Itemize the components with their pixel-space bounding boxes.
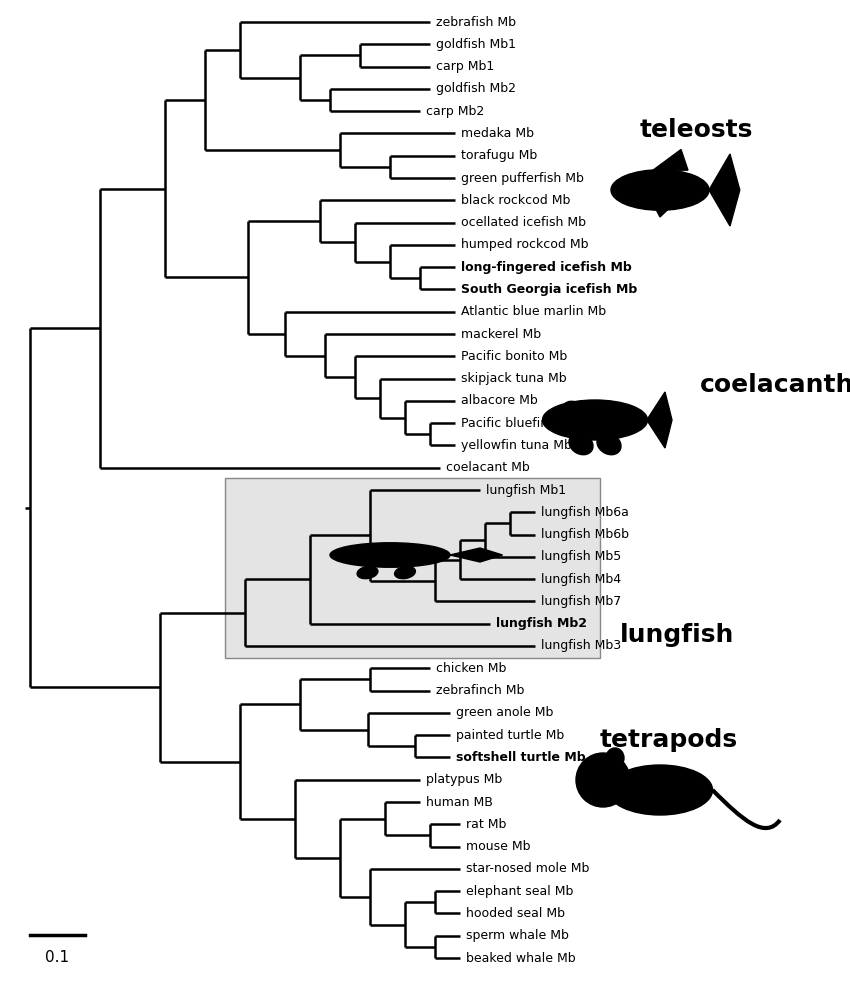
Text: tetrapods: tetrapods	[600, 728, 738, 752]
Text: 0.1: 0.1	[45, 950, 70, 965]
Text: humped rockcod Mb: humped rockcod Mb	[461, 239, 588, 251]
Ellipse shape	[330, 543, 450, 568]
PathPatch shape	[450, 548, 502, 562]
Text: lungfish Mb3: lungfish Mb3	[541, 639, 621, 652]
Text: beaked whale Mb: beaked whale Mb	[466, 952, 575, 964]
Text: painted turtle Mb: painted turtle Mb	[456, 729, 564, 741]
PathPatch shape	[653, 149, 688, 170]
Text: Pacific bluefin tuna Mb: Pacific bluefin tuna Mb	[461, 416, 604, 430]
Text: elephant seal Mb: elephant seal Mb	[466, 885, 574, 898]
Text: mackerel Mb: mackerel Mb	[461, 328, 541, 341]
Text: medaka Mb: medaka Mb	[461, 127, 534, 139]
Circle shape	[576, 753, 630, 807]
Text: human MB: human MB	[426, 795, 493, 808]
Text: lungfish Mb5: lungfish Mb5	[541, 550, 621, 564]
Ellipse shape	[606, 748, 624, 768]
Text: yellowfin tuna Mb: yellowfin tuna Mb	[461, 439, 572, 452]
Text: torafugu Mb: torafugu Mb	[461, 149, 537, 162]
Ellipse shape	[597, 402, 621, 422]
Text: chicken Mb: chicken Mb	[436, 662, 507, 675]
Text: lungfish: lungfish	[620, 623, 734, 647]
Text: platypus Mb: platypus Mb	[426, 773, 502, 787]
Text: Atlantic blue marlin Mb: Atlantic blue marlin Mb	[461, 305, 606, 318]
Text: lungfish Mb7: lungfish Mb7	[541, 595, 621, 608]
Text: lungfish Mb2: lungfish Mb2	[496, 618, 587, 630]
Text: albacore Mb: albacore Mb	[461, 395, 538, 408]
Text: coelacant Mb: coelacant Mb	[446, 462, 530, 474]
Ellipse shape	[562, 402, 586, 422]
Text: Pacific bonito Mb: Pacific bonito Mb	[461, 350, 567, 362]
Ellipse shape	[542, 400, 648, 440]
Text: goldfish Mb1: goldfish Mb1	[436, 37, 516, 51]
Text: mouse Mb: mouse Mb	[466, 840, 530, 853]
Text: zebrafinch Mb: zebrafinch Mb	[436, 684, 524, 697]
Text: zebrafish Mb: zebrafish Mb	[436, 16, 516, 28]
Text: carp Mb1: carp Mb1	[436, 60, 494, 73]
Ellipse shape	[357, 567, 378, 578]
Text: hooded seal Mb: hooded seal Mb	[466, 907, 565, 920]
Text: green anole Mb: green anole Mb	[456, 706, 553, 720]
Text: green pufferfish Mb: green pufferfish Mb	[461, 172, 584, 185]
Text: skipjack tuna Mb: skipjack tuna Mb	[461, 372, 567, 385]
Ellipse shape	[597, 433, 621, 455]
Text: ocellated icefish Mb: ocellated icefish Mb	[461, 216, 586, 229]
Ellipse shape	[608, 765, 712, 815]
Ellipse shape	[569, 433, 593, 455]
Text: lungfish Mb6a: lungfish Mb6a	[541, 506, 629, 518]
Text: South Georgia icefish Mb: South Georgia icefish Mb	[461, 283, 638, 296]
Text: long-fingered icefish Mb: long-fingered icefish Mb	[461, 260, 632, 274]
Text: sperm whale Mb: sperm whale Mb	[466, 929, 569, 942]
Ellipse shape	[611, 170, 709, 210]
Text: rat Mb: rat Mb	[466, 818, 507, 831]
Text: black rockcod Mb: black rockcod Mb	[461, 193, 570, 207]
Bar	[225, 478, 600, 658]
Text: coelacanth: coelacanth	[700, 373, 850, 397]
Text: lungfish Mb6b: lungfish Mb6b	[541, 528, 629, 541]
Text: lungfish Mb1: lungfish Mb1	[486, 483, 566, 497]
Text: carp Mb2: carp Mb2	[426, 105, 484, 118]
Ellipse shape	[394, 567, 416, 578]
Text: lungfish Mb4: lungfish Mb4	[541, 573, 621, 585]
Text: softshell turtle Mb: softshell turtle Mb	[456, 751, 586, 764]
PathPatch shape	[646, 190, 674, 217]
PathPatch shape	[709, 154, 740, 226]
Text: goldfish Mb2: goldfish Mb2	[436, 82, 516, 95]
PathPatch shape	[647, 392, 672, 448]
Text: star-nosed mole Mb: star-nosed mole Mb	[466, 862, 589, 875]
Text: teleosts: teleosts	[640, 118, 753, 142]
